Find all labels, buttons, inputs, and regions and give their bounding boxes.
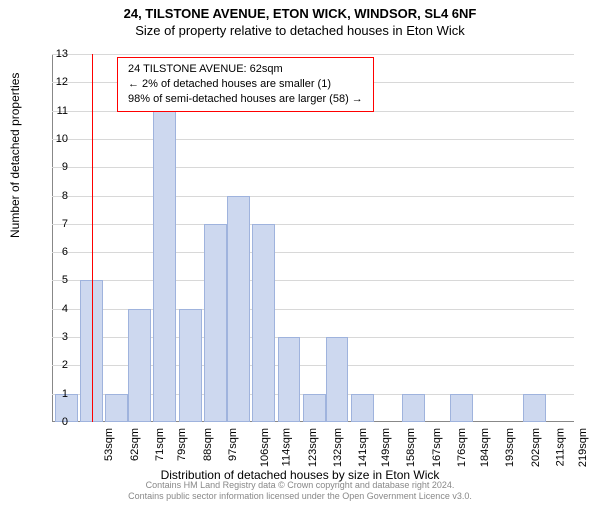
y-tick-label: 10 — [28, 133, 68, 145]
bar — [153, 111, 176, 422]
x-tick-label: 88sqm — [202, 428, 214, 461]
gridline — [52, 139, 574, 140]
marker-line — [92, 54, 93, 422]
bar — [402, 394, 425, 422]
bar — [450, 394, 473, 422]
y-tick-label: 11 — [28, 105, 68, 117]
x-tick-label: 62sqm — [129, 428, 141, 461]
x-tick-label: 71sqm — [154, 428, 166, 461]
footer: Contains HM Land Registry data © Crown c… — [0, 480, 600, 502]
footer-line1: Contains HM Land Registry data © Crown c… — [0, 480, 600, 491]
bar — [105, 394, 128, 422]
callout-line1: 24 TILSTONE AVENUE: 62sqm — [128, 62, 363, 77]
gridline — [52, 280, 574, 281]
x-tick-label: 123sqm — [307, 428, 319, 467]
x-tick-label: 53sqm — [103, 428, 115, 461]
bar — [128, 309, 151, 422]
x-tick-label: 141sqm — [358, 428, 370, 467]
x-tick-label: 219sqm — [578, 428, 590, 467]
callout-box: 24 TILSTONE AVENUE: 62sqm ← 2% of detach… — [117, 57, 374, 112]
y-tick-label: 7 — [28, 218, 68, 230]
bar — [204, 224, 227, 422]
bar — [303, 394, 326, 422]
x-tick-label: 149sqm — [380, 428, 392, 467]
x-tick-label: 79sqm — [177, 428, 189, 461]
gridline — [52, 54, 574, 55]
y-tick-label: 5 — [28, 274, 68, 286]
callout-line3: 98% of semi-detached houses are larger (… — [128, 92, 363, 107]
x-tick-label: 167sqm — [431, 428, 443, 467]
gridline — [52, 196, 574, 197]
x-tick-label: 106sqm — [259, 428, 271, 467]
bar — [351, 394, 374, 422]
x-tick-label: 158sqm — [406, 428, 418, 467]
x-tick-label: 184sqm — [479, 428, 491, 467]
x-tick-label: 193sqm — [504, 428, 516, 467]
y-tick-label: 6 — [28, 246, 68, 258]
gridline — [52, 167, 574, 168]
bar — [278, 337, 301, 422]
y-tick-label: 9 — [28, 161, 68, 173]
y-axis-label: Number of detached properties — [8, 73, 22, 238]
y-tick-label: 0 — [28, 416, 68, 428]
x-tick-label: 211sqm — [554, 428, 566, 466]
callout-line2: ← 2% of detached houses are smaller (1) — [128, 77, 363, 92]
y-tick-label: 13 — [28, 48, 68, 60]
y-tick-label: 8 — [28, 190, 68, 202]
y-tick-label: 4 — [28, 303, 68, 315]
chart-title-line1: 24, TILSTONE AVENUE, ETON WICK, WINDSOR,… — [0, 6, 600, 21]
y-tick-label: 1 — [28, 388, 68, 400]
bar — [179, 309, 202, 422]
y-tick-label: 2 — [28, 359, 68, 371]
chart-area: 24 TILSTONE AVENUE: 62sqm ← 2% of detach… — [52, 54, 574, 422]
bar — [326, 337, 349, 422]
bar — [523, 394, 546, 422]
y-tick-label: 12 — [28, 76, 68, 88]
chart-title-line2: Size of property relative to detached ho… — [0, 23, 600, 38]
gridline — [52, 252, 574, 253]
x-tick-label: 176sqm — [456, 428, 468, 467]
gridline — [52, 224, 574, 225]
bar — [227, 196, 250, 422]
footer-line2: Contains public sector information licen… — [0, 491, 600, 502]
x-tick-label: 114sqm — [281, 428, 293, 466]
x-tick-label: 132sqm — [332, 428, 344, 467]
x-tick-label: 97sqm — [227, 428, 239, 461]
y-tick-label: 3 — [28, 331, 68, 343]
bar — [252, 224, 275, 422]
x-tick-label: 202sqm — [530, 428, 542, 467]
